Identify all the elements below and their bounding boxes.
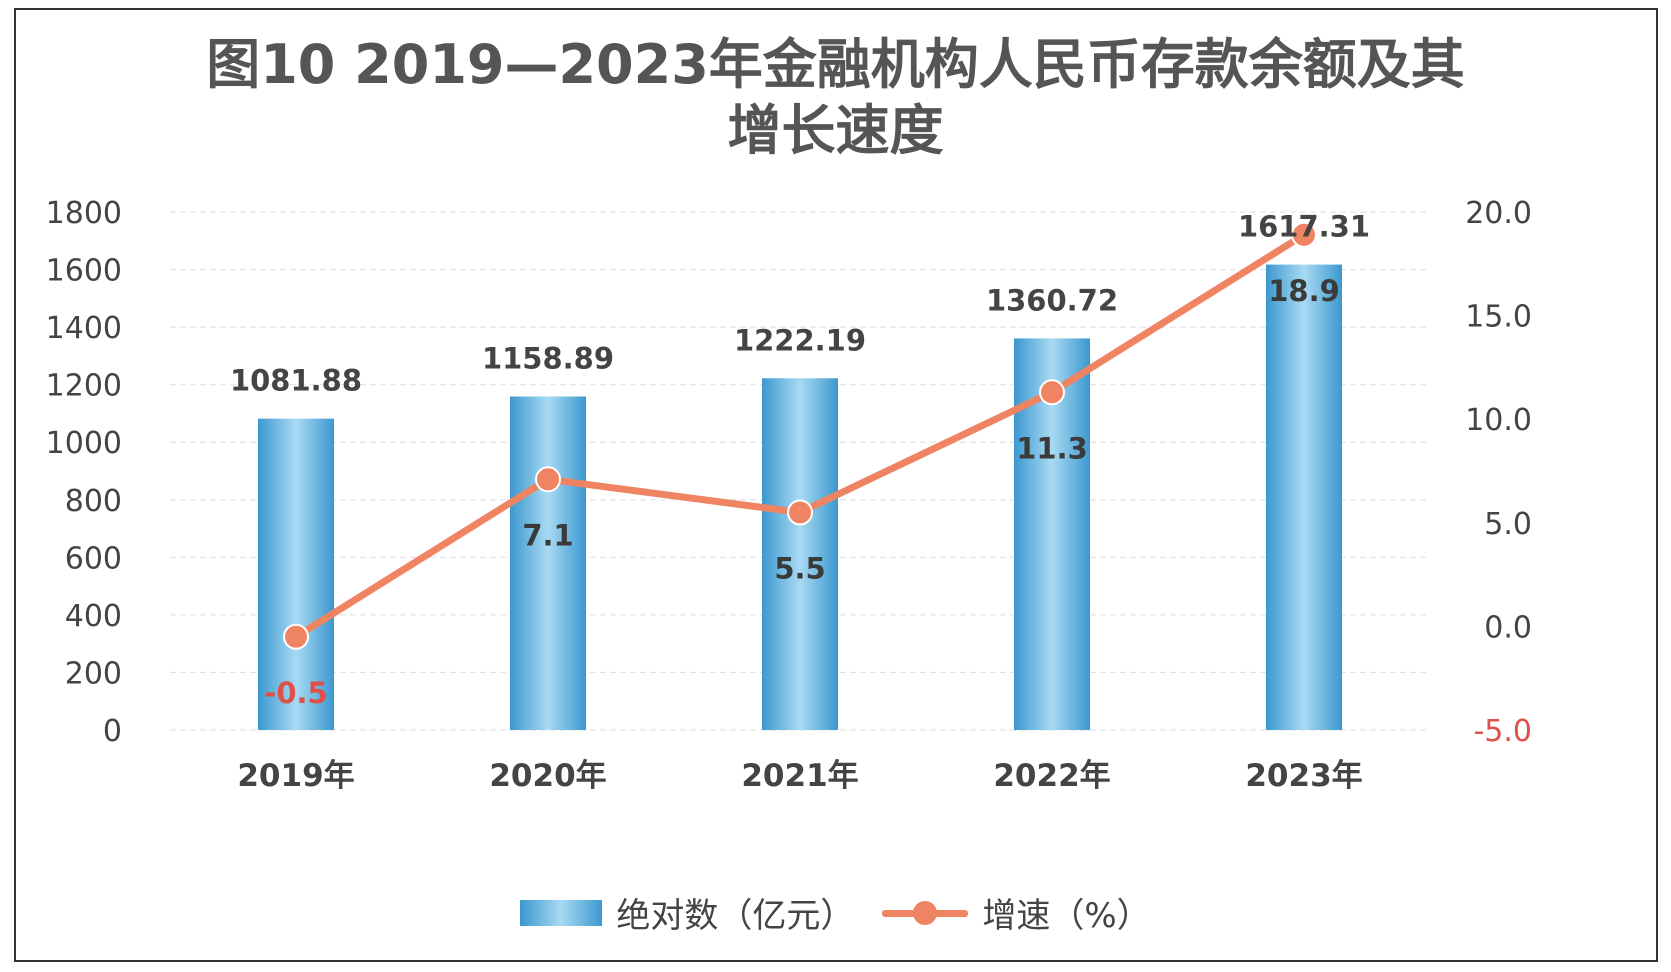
y-left-tick-label: 1200 <box>46 369 122 404</box>
bar-value-label: 1360.72 <box>986 283 1118 317</box>
growth-value-label: 7.1 <box>522 518 573 552</box>
growth-point <box>1039 379 1065 406</box>
bar <box>510 396 586 730</box>
bar <box>762 378 838 730</box>
chart-title-line2: 增长速度 <box>727 99 944 162</box>
chart-legend: 绝对数（亿元） 增速（%） <box>0 888 1671 937</box>
y-left-tick-label: 1600 <box>46 254 122 289</box>
y-right-tick-label: -5.0 <box>1473 714 1532 749</box>
bar <box>1266 264 1342 730</box>
legend-bar-swatch <box>520 899 603 926</box>
y-left-tick-label: 400 <box>65 599 122 634</box>
growth-point <box>1291 221 1317 248</box>
x-tick-label: 2020年 <box>489 758 606 794</box>
x-tick-label: 2023年 <box>1245 758 1362 794</box>
y-right-tick-label: 10.0 <box>1465 403 1532 438</box>
bar-value-label: 1222.19 <box>734 323 866 357</box>
legend-bar-label: 绝对数（亿元） <box>616 896 855 936</box>
legend-line-swatch <box>882 900 969 926</box>
y-right-tick-label: 15.0 <box>1465 300 1532 335</box>
bar-value-label: 1158.89 <box>482 341 614 375</box>
bar-value-label: 1617.31 <box>1238 210 1370 244</box>
x-tick-label: 2021年 <box>741 758 858 794</box>
y-left-tick-label: 200 <box>65 656 122 691</box>
y-right-tick-label: 0.0 <box>1484 610 1532 645</box>
x-tick-label: 2019年 <box>237 758 354 794</box>
chart-title-line1: 图10 2019—2023年金融机构人民币存款余额及其 <box>206 33 1465 96</box>
growth-point <box>787 499 813 526</box>
y-left-tick-label: 0 <box>103 714 122 749</box>
growth-point <box>535 466 561 493</box>
growth-value-label: 11.3 <box>1016 431 1088 465</box>
growth-value-label: 5.5 <box>774 551 825 585</box>
bar <box>258 418 334 730</box>
growth-value-label: -0.5 <box>264 676 327 710</box>
y-left-tick-label: 800 <box>65 484 122 519</box>
x-tick-label: 2022年 <box>993 758 1110 794</box>
legend-item-line: 增速（%） <box>882 888 1151 937</box>
bar-value-label: 1081.88 <box>230 364 362 398</box>
growth-value-label: 18.9 <box>1268 274 1340 308</box>
y-left-tick-label: 600 <box>65 541 122 576</box>
y-left-tick-label: 1800 <box>46 196 122 231</box>
y-right-tick-label: 5.0 <box>1484 507 1532 542</box>
y-left-tick-label: 1000 <box>46 426 122 461</box>
y-right-tick-label: 20.0 <box>1465 196 1532 231</box>
y-left-tick-label: 1400 <box>46 311 122 346</box>
legend-line-label: 增速（%） <box>982 896 1151 936</box>
legend-item-bar: 绝对数（亿元） <box>520 888 854 937</box>
growth-point <box>283 623 309 650</box>
